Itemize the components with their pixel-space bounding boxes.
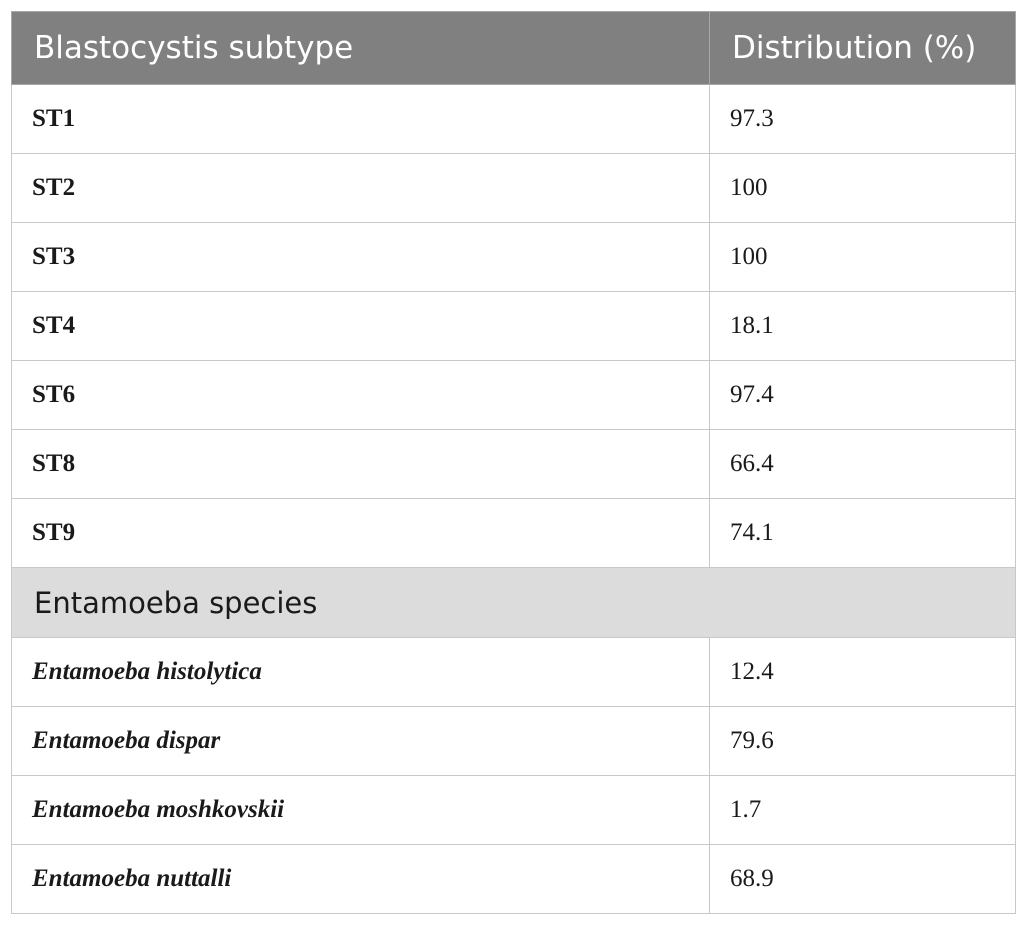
table-row: ST1 97.3: [11, 84, 1016, 154]
table-row: ST8 66.4: [11, 429, 1016, 499]
header-distribution: Distribution (%): [709, 11, 1016, 85]
row-value: 100: [709, 222, 1016, 292]
row-value: 97.3: [709, 84, 1016, 154]
row-label: ST8: [11, 429, 710, 499]
table-row: ST3 100: [11, 222, 1016, 292]
row-label: ST4: [11, 291, 710, 361]
row-value: 12.4: [709, 637, 1016, 707]
row-label: ST9: [11, 498, 710, 568]
row-label: ST3: [11, 222, 710, 292]
distribution-table-container: Blastocystis subtype Distribution (%) ST…: [11, 11, 1016, 914]
row-label: Entamoeba dispar: [11, 706, 710, 776]
table-row: Entamoeba dispar 79.6: [11, 706, 1016, 776]
table-row: Entamoeba nuttalli 68.9: [11, 844, 1016, 914]
table-row: Entamoeba moshkovskii 1.7: [11, 775, 1016, 845]
row-label: Entamoeba nuttalli: [11, 844, 710, 914]
section-label: Entamoeba species: [11, 567, 1016, 638]
table-row: ST4 18.1: [11, 291, 1016, 361]
table-row: ST2 100: [11, 153, 1016, 223]
row-value: 79.6: [709, 706, 1016, 776]
row-value: 1.7: [709, 775, 1016, 845]
row-value: 66.4: [709, 429, 1016, 499]
table-row: ST6 97.4: [11, 360, 1016, 430]
row-value: 97.4: [709, 360, 1016, 430]
row-label: Entamoeba histolytica: [11, 637, 710, 707]
row-label: ST1: [11, 84, 710, 154]
row-label: ST2: [11, 153, 710, 223]
header-subtype: Blastocystis subtype: [11, 11, 710, 85]
row-label: ST6: [11, 360, 710, 430]
row-value: 68.9: [709, 844, 1016, 914]
table-row: Entamoeba histolytica 12.4: [11, 637, 1016, 707]
distribution-table: Blastocystis subtype Distribution (%) ST…: [11, 11, 1016, 914]
row-value: 74.1: [709, 498, 1016, 568]
section-header-row: Entamoeba species: [11, 567, 1016, 638]
row-label: Entamoeba moshkovskii: [11, 775, 710, 845]
row-value: 100: [709, 153, 1016, 223]
table-row: ST9 74.1: [11, 498, 1016, 568]
table-header-row: Blastocystis subtype Distribution (%): [11, 11, 1016, 85]
row-value: 18.1: [709, 291, 1016, 361]
